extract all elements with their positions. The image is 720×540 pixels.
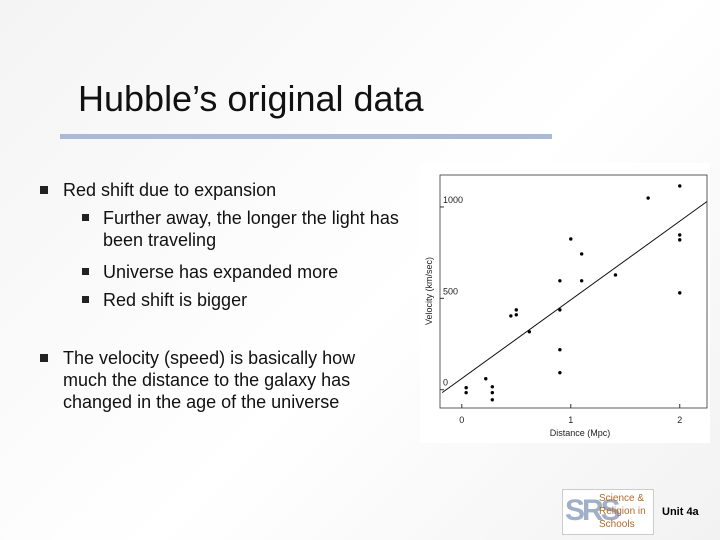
data-point [558,348,562,352]
data-point [569,237,573,241]
x-axis-label: Distance (Mpc) [550,428,611,438]
plot-frame [439,174,708,409]
unit-label: Unit 4a [662,506,699,518]
data-point [490,385,495,389]
logo-text: Religion in [599,506,646,517]
chart-image: Distance (Mpc) Velocity (km/sec) 0 500 100… [420,163,710,443]
sub-bullet [82,268,89,275]
logo-text: Science & [599,493,645,504]
y-axis-label: Velocity (km/sec) [424,257,434,325]
sub-bullet [82,296,89,303]
data-point [558,279,562,283]
data-point [558,371,562,375]
sub-bullet-text: Universe has expanded more [103,262,339,282]
data-point [514,308,518,312]
slide-title: Hubble’s original data [78,78,424,119]
data-point [558,308,562,312]
data-point [678,233,682,237]
logo-letters: SRS [565,494,621,527]
data-point [490,390,495,395]
chart: Distance (Mpc) Velocity (km/sec) 0 500 100… [424,174,708,438]
sub-bullet-text: Further away, the longer the light has b… [103,208,399,250]
data-point [464,390,468,395]
data-point [514,313,518,317]
y-tick-label: 0 [443,378,448,388]
data-point [579,279,584,283]
logo-text: Schools [599,519,635,530]
data-point [579,252,584,256]
bullet-text: Red shift due to expansion [63,180,277,200]
data-point [646,196,650,200]
data-point [678,238,682,242]
sub-bullet [82,214,89,221]
data-point [464,386,468,390]
data-point [484,377,488,381]
fit-line [441,201,708,394]
sub-bullet-text: Red shift is bigger [103,290,248,310]
data-point [509,314,513,318]
bullet [40,186,48,194]
data-point [613,273,618,277]
data-point [490,398,495,402]
data-point [678,291,682,295]
data-point [527,330,532,334]
y-tick-label: 500 [443,286,458,296]
x-tick-label: 2 [677,415,682,425]
x-tick-label: 0 [459,415,464,425]
bullet [40,354,48,362]
logo: SRS Science & Religion in Schools [562,489,654,535]
bullet-text: The velocity (speed) is basically how mu… [63,348,356,412]
x-tick-label: 1 [568,415,573,425]
y-tick-label: 1000 [443,195,463,205]
data-point [678,184,682,188]
title-rule [60,134,552,139]
